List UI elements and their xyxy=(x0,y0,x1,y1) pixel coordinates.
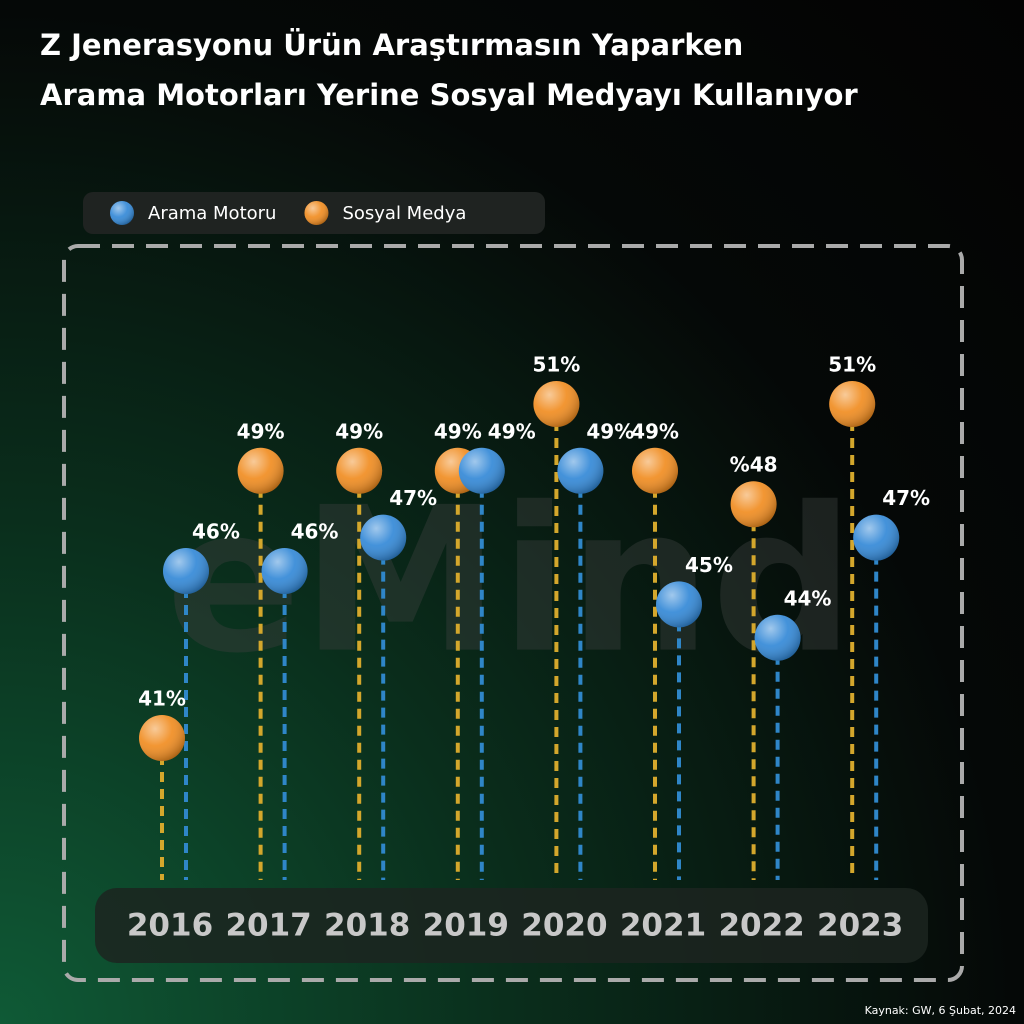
x-tick-label: 2016 xyxy=(127,908,213,944)
dot-shine xyxy=(163,548,209,594)
dot-shine xyxy=(139,715,185,761)
dot-shine xyxy=(336,447,383,494)
frame xyxy=(62,244,964,982)
dot-shine xyxy=(829,381,876,427)
chart-title: Z Jenerasyonu Ürün Araştırmasın Yaparken xyxy=(40,28,743,62)
dot-shine xyxy=(458,447,505,494)
dot-shine xyxy=(533,381,580,427)
x-tick-label: 2021 xyxy=(620,908,706,944)
value-label: 49% xyxy=(631,419,679,443)
x-tick-label: 2020 xyxy=(521,908,607,944)
value-label: 51% xyxy=(828,353,876,377)
value-label: 49% xyxy=(586,419,634,443)
value-label: 46% xyxy=(291,520,339,544)
value-label: 45% xyxy=(685,553,733,577)
dot-shine xyxy=(261,548,308,594)
dot-shine xyxy=(656,581,702,628)
value-label: 49% xyxy=(488,419,536,443)
x-tick-label: 2023 xyxy=(817,908,903,944)
value-label: 49% xyxy=(335,419,383,443)
dot-shine xyxy=(237,447,284,494)
value-label: 49% xyxy=(237,419,285,443)
legend-swatch-shine xyxy=(304,201,329,225)
dot-shine xyxy=(360,514,407,561)
value-label: 47% xyxy=(882,486,930,510)
category-box xyxy=(95,888,928,963)
dot-shine xyxy=(557,447,604,494)
value-label: 41% xyxy=(138,687,186,711)
value-label: 47% xyxy=(389,486,437,510)
dot-shine xyxy=(632,447,678,494)
value-label: 46% xyxy=(192,520,240,544)
value-label: 44% xyxy=(784,586,832,610)
value-label: 51% xyxy=(532,353,580,377)
value-label: 49% xyxy=(434,419,482,443)
chart-subtitle: Arama Motorları Yerine Sosyal Medyayı Ku… xyxy=(40,78,858,112)
x-tick-label: 2022 xyxy=(718,908,804,944)
legend-swatch-shine xyxy=(110,201,134,225)
dot-shine xyxy=(730,481,777,528)
x-tick-label: 2019 xyxy=(423,908,509,944)
dot-shine xyxy=(754,614,801,661)
x-tick-label: 2018 xyxy=(324,908,410,944)
x-tick-label: 2017 xyxy=(225,908,311,944)
value-label: %48 xyxy=(730,453,778,477)
source: Kaynak: GW, 6 Şubat, 2024 xyxy=(865,1004,1016,1017)
dot-shine xyxy=(853,514,900,561)
legend-label: Sosyal Medya xyxy=(342,203,466,224)
legend-label: Arama Motoru xyxy=(148,203,276,224)
